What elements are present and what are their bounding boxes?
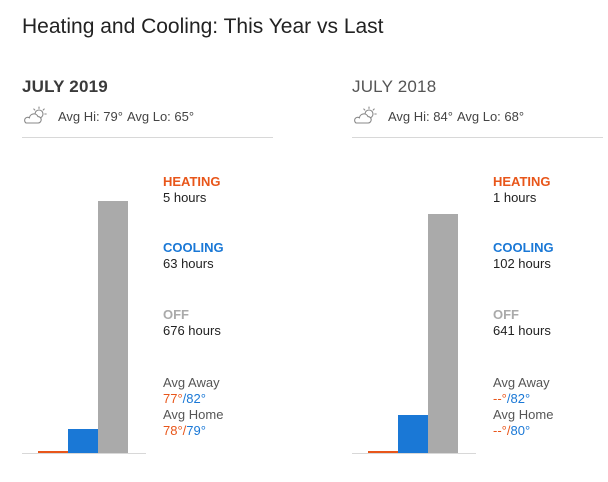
hours-bar-chart bbox=[22, 150, 146, 454]
partly-cloudy-icon bbox=[24, 106, 47, 124]
divider bbox=[22, 137, 273, 138]
cooling-value: 63 hours bbox=[163, 256, 214, 271]
heating-bar bbox=[38, 451, 68, 453]
divider bbox=[352, 137, 603, 138]
off-bar bbox=[428, 214, 458, 453]
avg-home-sep: / bbox=[182, 423, 187, 438]
avg-away-heat: --° bbox=[493, 391, 507, 406]
cooling-value: 102 hours bbox=[493, 256, 551, 271]
avg-home-stat: Avg Home --°/80° bbox=[493, 407, 553, 439]
weather-summary: Avg Hi: 84° Avg Lo: 68° bbox=[352, 106, 524, 126]
cooling-stat: COOLING 63 hours bbox=[163, 240, 224, 272]
avg-away-label: Avg Away bbox=[493, 375, 550, 390]
avg-home-heat: --° bbox=[493, 423, 507, 438]
panel-last-year: JULY 2018 Avg Hi: 84° Avg Lo: 68° HEATIN… bbox=[330, 0, 603, 482]
partly-cloudy-icon bbox=[354, 106, 377, 124]
chart-baseline bbox=[22, 453, 146, 454]
off-value: 676 hours bbox=[163, 323, 221, 338]
avg-home-label: Avg Home bbox=[493, 407, 554, 422]
avg-home-temps: --°/80° bbox=[493, 423, 553, 439]
heating-stat: HEATING 5 hours bbox=[163, 174, 221, 206]
avg-home-temps: 78°/79° bbox=[163, 423, 223, 439]
weather-summary: Avg Hi: 79° Avg Lo: 65° bbox=[22, 106, 194, 126]
avg-away-temps: --°/82° bbox=[493, 391, 550, 407]
avg-away-temps: 77°/82° bbox=[163, 391, 220, 407]
heating-value: 1 hours bbox=[493, 190, 537, 205]
heating-value: 5 hours bbox=[163, 190, 207, 205]
avg-home-label: Avg Home bbox=[163, 407, 224, 422]
off-label: OFF bbox=[163, 307, 189, 322]
heating-bar bbox=[368, 451, 398, 453]
avg-away-cool: 82° bbox=[186, 391, 206, 406]
avg-away-label: Avg Away bbox=[163, 375, 220, 390]
avg-lo: Avg Lo: 65° bbox=[126, 108, 195, 124]
cooling-label: COOLING bbox=[493, 240, 554, 255]
avg-home-sep: / bbox=[506, 423, 511, 438]
avg-home-cool: 79° bbox=[186, 423, 206, 438]
chart-baseline bbox=[352, 453, 476, 454]
cooling-bar bbox=[68, 429, 98, 453]
heating-label: HEATING bbox=[163, 174, 221, 189]
avg-away-heat: 77° bbox=[163, 391, 183, 406]
cooling-stat: COOLING 102 hours bbox=[493, 240, 554, 272]
avg-away-stat: Avg Away --°/82° bbox=[493, 375, 550, 407]
avg-hi: Avg Hi: 84° bbox=[388, 108, 453, 124]
cooling-bar bbox=[398, 415, 428, 453]
heating-stat: HEATING 1 hours bbox=[493, 174, 551, 206]
cooling-label: COOLING bbox=[163, 240, 224, 255]
off-label: OFF bbox=[493, 307, 519, 322]
avg-home-heat: 78° bbox=[163, 423, 183, 438]
off-bar bbox=[98, 201, 128, 453]
avg-home-cool: 80° bbox=[510, 423, 531, 438]
avg-lo: Avg Lo: 68° bbox=[456, 108, 525, 124]
off-stat: OFF 676 hours bbox=[163, 307, 221, 339]
panel-this-year: JULY 2019 Avg Hi: 79° Avg Lo: 65° HEATIN… bbox=[0, 0, 273, 482]
avg-home-stat: Avg Home 78°/79° bbox=[163, 407, 223, 439]
heating-label: HEATING bbox=[493, 174, 551, 189]
off-value: 641 hours bbox=[493, 323, 551, 338]
hours-bar-chart bbox=[352, 150, 476, 454]
avg-away-sep: / bbox=[506, 391, 511, 406]
avg-away-stat: Avg Away 77°/82° bbox=[163, 375, 220, 407]
month-label: JULY 2019 bbox=[22, 77, 108, 96]
month-label: JULY 2018 bbox=[352, 77, 437, 96]
off-stat: OFF 641 hours bbox=[493, 307, 551, 339]
avg-away-cool: 82° bbox=[510, 391, 531, 406]
avg-hi: Avg Hi: 79° bbox=[58, 108, 123, 124]
page-title: Heating and Cooling: This Year vs Last bbox=[22, 15, 384, 38]
avg-away-sep: / bbox=[182, 391, 187, 406]
